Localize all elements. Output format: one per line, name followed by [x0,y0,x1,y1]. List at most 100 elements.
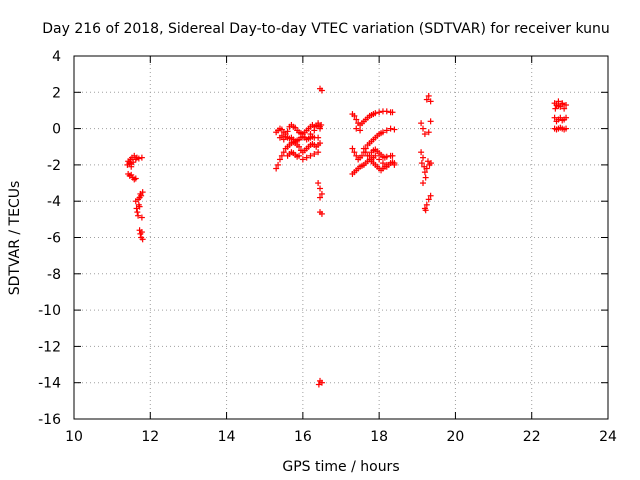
data-point [296,143,303,150]
data-point [138,229,145,236]
data-point [389,109,396,116]
data-point [422,174,429,181]
data-point [427,98,434,105]
y-tick-label: 0 [52,122,61,138]
data-point [296,152,303,159]
data-point [551,114,558,121]
data-point [420,125,427,132]
data-point [563,125,570,132]
data-point [383,127,390,134]
data-point [353,152,360,159]
data-point [423,96,430,103]
chart-title: Day 216 of 2018, Sidereal Day-to-day VTE… [42,21,610,37]
y-tick-label: -6 [47,231,61,247]
data-point [360,145,367,152]
data-point [364,152,371,159]
data-point [315,149,322,156]
data-point [418,120,425,127]
data-point [420,180,427,187]
data-point [135,212,142,219]
data-point [315,120,322,127]
data-point [555,102,562,109]
data-point [349,145,356,152]
x-axis-label: GPS time / hours [282,459,399,475]
data-point [278,152,285,159]
data-point [307,131,314,138]
data-point [278,132,285,139]
data-point [418,149,425,156]
data-point [423,201,430,208]
y-tick-label: -10 [38,303,61,319]
data-point [135,155,142,162]
data-point [351,149,358,156]
data-point [427,118,434,125]
x-tick-label: 20 [447,429,465,445]
data-point [391,161,398,168]
x-tick-label: 24 [599,429,617,445]
data-point [318,210,325,217]
y-tick-label: -4 [47,194,61,210]
data-point [311,151,318,158]
data-point [139,236,146,243]
data-point [421,131,428,138]
data-point [132,175,139,182]
data-point [317,185,324,192]
data-point [422,207,429,214]
data-point [421,169,428,176]
y-tick-label: -2 [47,158,61,174]
y-tick-label: -8 [47,267,61,283]
data-point [376,109,383,116]
x-tick-labels: 10 12 14 16 18 20 22 24 [65,429,617,445]
data-point [315,180,322,187]
data-point [376,156,383,163]
data-point [420,154,427,161]
data-point [138,154,145,161]
data-point [383,163,390,170]
y-axis-label: SDTVAR / TECUs [7,181,23,296]
y-tick-label: -12 [38,339,61,355]
data-point [563,102,570,109]
x-tick-label: 16 [294,429,312,445]
data-point [307,152,314,159]
x-tick-label: 12 [141,429,159,445]
data-point [357,127,364,134]
data-point [318,190,325,197]
x-tick-label: 10 [65,429,83,445]
data-point [138,192,145,199]
y-tick-label: -16 [38,412,61,428]
data-point [133,205,140,212]
data-point [318,87,325,94]
data-point [425,129,432,136]
data-point [353,116,360,123]
data-point [275,161,282,168]
data-point [561,105,568,112]
data-point [315,381,322,388]
x-tick-label: 22 [523,429,541,445]
data-point [139,189,146,196]
data-point [362,149,369,156]
data-point [317,140,324,147]
data-point [372,110,379,117]
data-point [418,160,425,167]
data-point [423,165,430,172]
data-point [552,105,559,112]
y-tick-label: -14 [38,376,61,392]
data-point [427,192,434,199]
data-point [425,196,432,203]
data-point [383,153,390,160]
data-point [358,152,365,159]
data-point [276,156,283,163]
y-tick-label: 2 [52,85,61,101]
data-point [134,209,141,216]
data-point [424,158,431,165]
data-point [273,165,280,172]
data-point [391,126,398,133]
data-point [318,379,325,386]
data-points [124,85,570,388]
x-tick-label: 18 [370,429,388,445]
data-point [351,112,358,119]
data-point [128,163,135,170]
data-point [136,203,143,210]
y-tick-label: 4 [52,49,61,65]
